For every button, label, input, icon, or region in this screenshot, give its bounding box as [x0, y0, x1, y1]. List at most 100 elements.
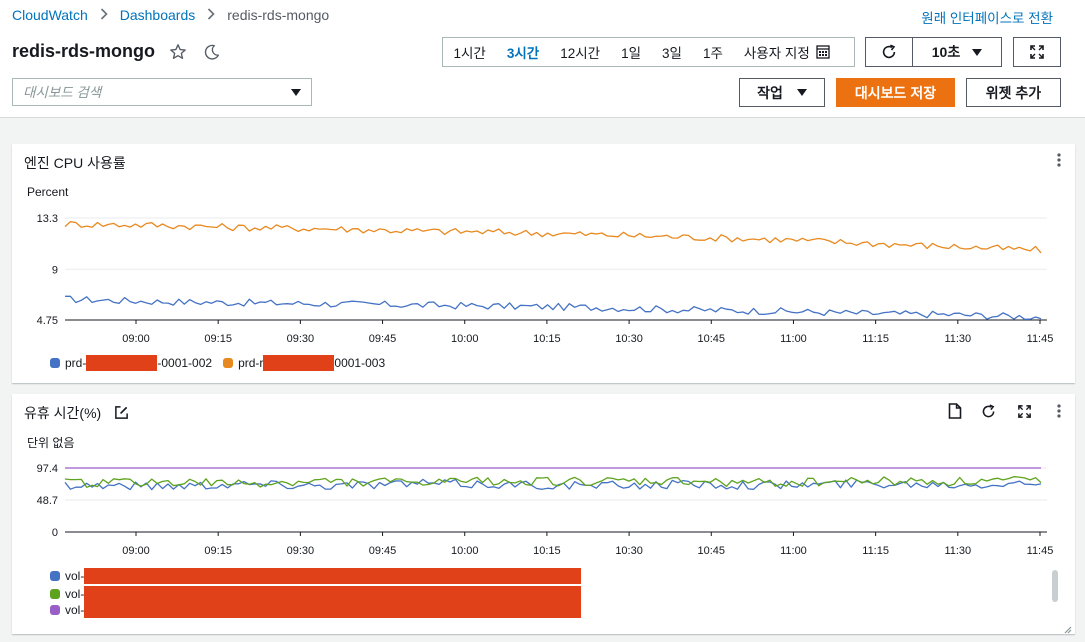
- cpu-line-chart: 13.3 9 4.75 09:00 09:15 09:30 09:45 10:00 10:15 1…: [37, 213, 1054, 345]
- time-range-1d[interactable]: 1일: [621, 46, 642, 61]
- resize-handle-icon[interactable]: [1062, 621, 1072, 634]
- widget-title: 유휴 시간(%): [24, 405, 102, 421]
- widget-idle-time: 유휴 시간(%) 단위 없음 97.4 48.7 0 09:00 09:15 09:30 0…: [12, 394, 1075, 634]
- chevron-right-icon: [100, 7, 108, 23]
- enlarge-widget-icon[interactable]: [1014, 401, 1034, 421]
- y-axis-unit: 단위 없음: [27, 436, 75, 450]
- page-title: redis-rds-mongo: [12, 41, 156, 61]
- actions-dropdown-button[interactable]: 작업: [739, 78, 825, 107]
- more-options-icon[interactable]: [1051, 152, 1067, 168]
- redacted-block: [84, 586, 582, 602]
- y-tick-label: 9: [52, 264, 58, 276]
- x-tick-label: 10:45: [698, 545, 726, 557]
- x-tick-label: 10:00: [451, 333, 479, 345]
- caret-down-icon[interactable]: [291, 88, 301, 96]
- redacted-block: [86, 355, 158, 371]
- refresh-interval-label: 10초: [931, 44, 961, 60]
- y-tick-label: 48.7: [37, 495, 58, 507]
- legend-item: vol-: [50, 568, 582, 584]
- x-tick-label: 11:30: [944, 333, 971, 345]
- refresh-button[interactable]: [865, 37, 913, 67]
- x-tick-label: 11:30: [944, 545, 971, 557]
- x-tick-label: 11:45: [1027, 545, 1054, 557]
- calendar-icon[interactable]: [816, 45, 830, 59]
- fullscreen-icon: [1029, 44, 1045, 60]
- x-tick-label: 09:15: [204, 333, 232, 345]
- time-range-1h[interactable]: 1시간: [453, 46, 486, 61]
- refresh-icon: [880, 43, 898, 61]
- x-tick-label: 10:45: [698, 333, 726, 345]
- redacted-block: [263, 355, 335, 371]
- legend-item-prefix: vol-: [65, 603, 85, 617]
- refresh-control: 10초: [865, 37, 1002, 67]
- legend-swatch-purple: [50, 605, 60, 615]
- chevron-right-icon: [207, 7, 215, 23]
- redacted-block: [84, 602, 582, 618]
- y-tick-label: 97.4: [37, 463, 58, 475]
- x-tick-label: 09:30: [287, 545, 315, 557]
- y-tick-label: 13.3: [37, 213, 58, 225]
- time-range-1w[interactable]: 1주: [702, 46, 723, 61]
- legend-item: vol-: [50, 586, 582, 602]
- legend-item-1-suffix: -0001-002: [157, 356, 213, 370]
- star-icon[interactable]: [167, 41, 189, 63]
- dashboard-search-input[interactable]: [23, 84, 263, 100]
- y-tick-label: 0: [52, 527, 58, 539]
- x-tick-label: 09:30: [287, 333, 315, 345]
- widget-engine-cpu: 엔진 CPU 사용률 Percent 13.3 9 4.75 09:00 09:15 09…: [12, 144, 1075, 383]
- legend-swatch-green: [50, 589, 60, 599]
- x-tick-label: 10:15: [533, 333, 561, 345]
- dashboard-search[interactable]: [12, 78, 312, 106]
- chart-legend: prd- -0001-002 prd-r 0001-003: [50, 355, 385, 371]
- caret-down-icon: [972, 48, 983, 56]
- view-source-icon[interactable]: [945, 401, 965, 421]
- switch-interface-link[interactable]: 원래 인터페이스로 전환: [921, 11, 1053, 26]
- legend-swatch-orange: [223, 358, 234, 368]
- time-range-3d[interactable]: 3일: [662, 46, 682, 61]
- redacted-block: [84, 568, 582, 584]
- refresh-interval-dropdown[interactable]: 10초: [913, 37, 1002, 67]
- breadcrumb-current: redis-rds-mongo: [227, 7, 330, 23]
- x-tick-label: 10:00: [451, 545, 479, 557]
- legend-item-2-prefix: prd-r: [238, 356, 264, 370]
- x-tick-label: 11:15: [862, 545, 889, 557]
- time-range-3h[interactable]: 3시간: [506, 46, 540, 61]
- dark-mode-moon-icon[interactable]: [201, 41, 223, 63]
- y-tick-label: 4.75: [37, 315, 58, 327]
- breadcrumb: CloudWatch Dashboards redis-rds-mongo: [12, 7, 329, 23]
- edit-title-icon[interactable]: [112, 403, 130, 421]
- x-tick-label: 09:45: [369, 333, 397, 345]
- series-line: [65, 295, 1042, 320]
- fullscreen-button[interactable]: [1013, 37, 1061, 67]
- more-options-icon[interactable]: [1051, 403, 1067, 419]
- legend-swatch-blue: [50, 571, 60, 581]
- time-range-custom[interactable]: 사용자 지정: [743, 46, 810, 61]
- legend-item: vol-: [50, 602, 582, 618]
- x-tick-label: 09:15: [204, 545, 232, 557]
- add-widget-button[interactable]: 위젯 추가: [966, 78, 1061, 107]
- x-tick-label: 10:30: [615, 545, 643, 557]
- legend-item-prefix: vol-: [65, 569, 85, 583]
- legend-item-2-suffix: 0001-003: [334, 356, 386, 370]
- breadcrumb-dashboards[interactable]: Dashboards: [119, 7, 196, 23]
- breadcrumb-cloudwatch[interactable]: CloudWatch: [12, 7, 88, 23]
- legend-item-1-prefix: prd-: [65, 356, 87, 370]
- time-range-12h[interactable]: 12시간: [560, 46, 601, 61]
- x-tick-label: 11:00: [780, 333, 807, 345]
- save-dashboard-button[interactable]: 대시보드 저장: [836, 78, 955, 107]
- series-line: [64, 476, 1042, 488]
- series-line: [64, 478, 1042, 491]
- legend-swatch-blue: [50, 358, 60, 368]
- actions-label: 작업: [757, 84, 783, 101]
- series-line: [64, 221, 1042, 254]
- x-tick-label: 11:15: [862, 333, 889, 345]
- legend-scrollbar[interactable]: [1052, 570, 1058, 602]
- x-tick-label: 10:30: [615, 333, 643, 345]
- x-tick-label: 10:15: [533, 545, 561, 557]
- caret-down-icon: [796, 89, 807, 96]
- dashboard-header: CloudWatch Dashboards redis-rds-mongo 원래…: [0, 0, 1085, 118]
- refresh-widget-icon[interactable]: [978, 401, 998, 421]
- time-range-selector: 1시간 3시간 12시간 1일 3일 1주 사용자 지정: [442, 37, 855, 67]
- widget-title: 엔진 CPU 사용률: [24, 155, 126, 171]
- idle-line-chart: 97.4 48.7 0 09:00 09:15 09:30 09:45 10:00 10:15 1…: [37, 463, 1054, 557]
